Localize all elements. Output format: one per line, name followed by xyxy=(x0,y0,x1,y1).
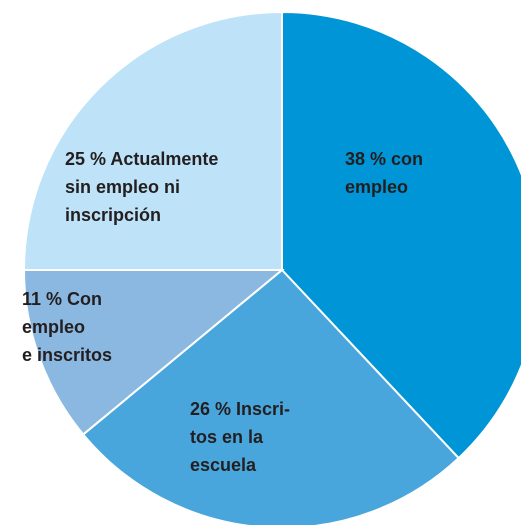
slice-label: 25 % Actualmente xyxy=(65,149,218,169)
slice-label: empleo xyxy=(22,317,85,337)
slice-label: 11 % Con xyxy=(22,289,102,309)
slice-label: e inscritos xyxy=(22,345,112,365)
pie-slice xyxy=(22,269,285,436)
slice-label: escuela xyxy=(190,455,257,475)
slice-label: tos en la xyxy=(190,427,264,447)
slice-label: empleo xyxy=(345,177,408,197)
pie-slice xyxy=(22,10,283,271)
pie-slice xyxy=(81,268,461,525)
slice-label: 26 % Inscri- xyxy=(190,399,290,419)
slice-label: sin empleo ni xyxy=(65,177,180,197)
slice-label: 38 % con xyxy=(345,149,423,169)
pie-slice xyxy=(281,10,521,460)
slice-label: inscripción xyxy=(65,205,161,225)
